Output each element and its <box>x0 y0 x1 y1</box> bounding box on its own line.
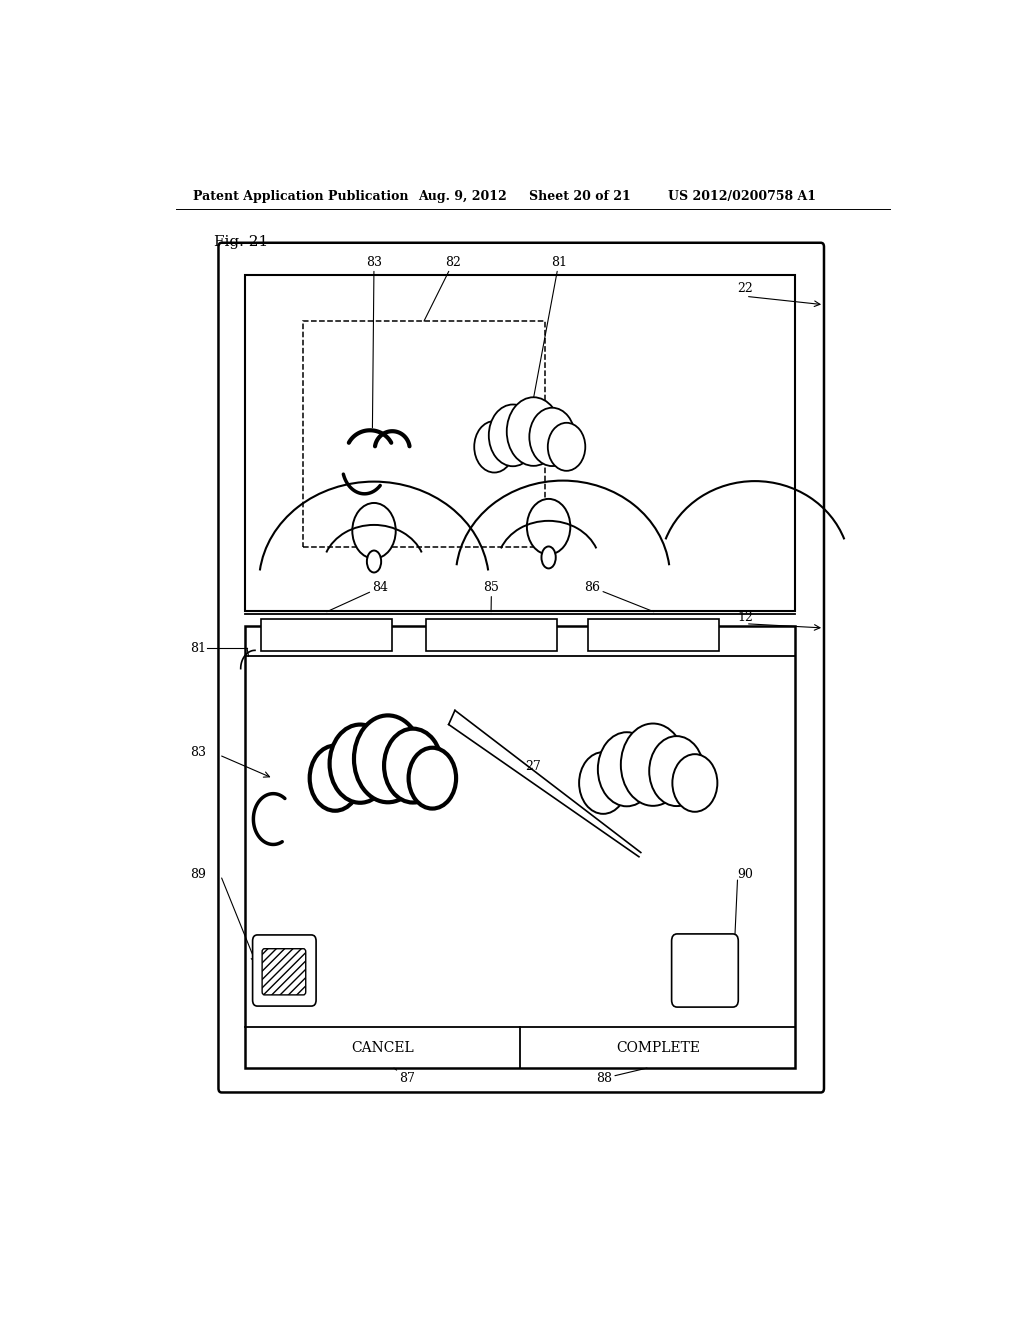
FancyBboxPatch shape <box>218 243 824 1093</box>
Text: 83: 83 <box>366 256 382 428</box>
Text: COMPLETE: COMPLETE <box>615 1040 700 1055</box>
Text: 12: 12 <box>737 611 754 624</box>
Circle shape <box>354 715 422 803</box>
Bar <box>588 619 719 651</box>
Text: 82: 82 <box>424 256 462 321</box>
Ellipse shape <box>542 546 556 569</box>
Bar <box>246 626 796 1068</box>
Circle shape <box>527 499 570 554</box>
Text: 90: 90 <box>737 869 754 882</box>
Text: 83: 83 <box>189 747 206 759</box>
Circle shape <box>529 408 574 466</box>
Circle shape <box>621 723 685 805</box>
Text: CANCEL: CANCEL <box>351 1040 415 1055</box>
Bar <box>261 619 392 651</box>
FancyBboxPatch shape <box>262 949 306 995</box>
FancyBboxPatch shape <box>253 935 316 1006</box>
FancyBboxPatch shape <box>672 935 738 1007</box>
Bar <box>426 619 557 651</box>
Text: 87: 87 <box>394 1068 416 1085</box>
Text: 81: 81 <box>189 642 206 655</box>
Text: 86: 86 <box>585 581 653 611</box>
Text: 27: 27 <box>524 760 541 772</box>
Circle shape <box>409 747 456 809</box>
Text: 89: 89 <box>189 869 206 882</box>
Circle shape <box>548 422 586 471</box>
Ellipse shape <box>367 550 381 573</box>
Circle shape <box>488 404 537 466</box>
Bar <box>246 276 796 611</box>
Text: Sheet 20 of 21: Sheet 20 of 21 <box>528 190 631 202</box>
Circle shape <box>352 503 395 558</box>
Text: 22: 22 <box>737 282 754 294</box>
Text: Aug. 9, 2012: Aug. 9, 2012 <box>418 190 507 202</box>
Circle shape <box>673 754 718 812</box>
Circle shape <box>474 421 514 473</box>
Text: SEAL: SEAL <box>634 628 673 642</box>
Circle shape <box>330 725 391 803</box>
Text: 85: 85 <box>483 581 500 611</box>
Circle shape <box>598 733 655 807</box>
Text: Patent Application Publication: Patent Application Publication <box>194 190 409 202</box>
Circle shape <box>309 746 360 810</box>
Bar <box>303 321 545 546</box>
Text: 81: 81 <box>532 256 567 403</box>
Circle shape <box>580 752 628 814</box>
Text: 88: 88 <box>596 1068 647 1085</box>
Circle shape <box>384 729 441 803</box>
Text: Fig. 21: Fig. 21 <box>214 235 268 248</box>
Circle shape <box>507 397 560 466</box>
Circle shape <box>649 737 703 807</box>
Text: PEN: PEN <box>311 628 343 642</box>
Text: ERASER: ERASER <box>461 628 521 642</box>
Text: US 2012/0200758 A1: US 2012/0200758 A1 <box>668 190 816 202</box>
Text: 84: 84 <box>327 581 388 611</box>
